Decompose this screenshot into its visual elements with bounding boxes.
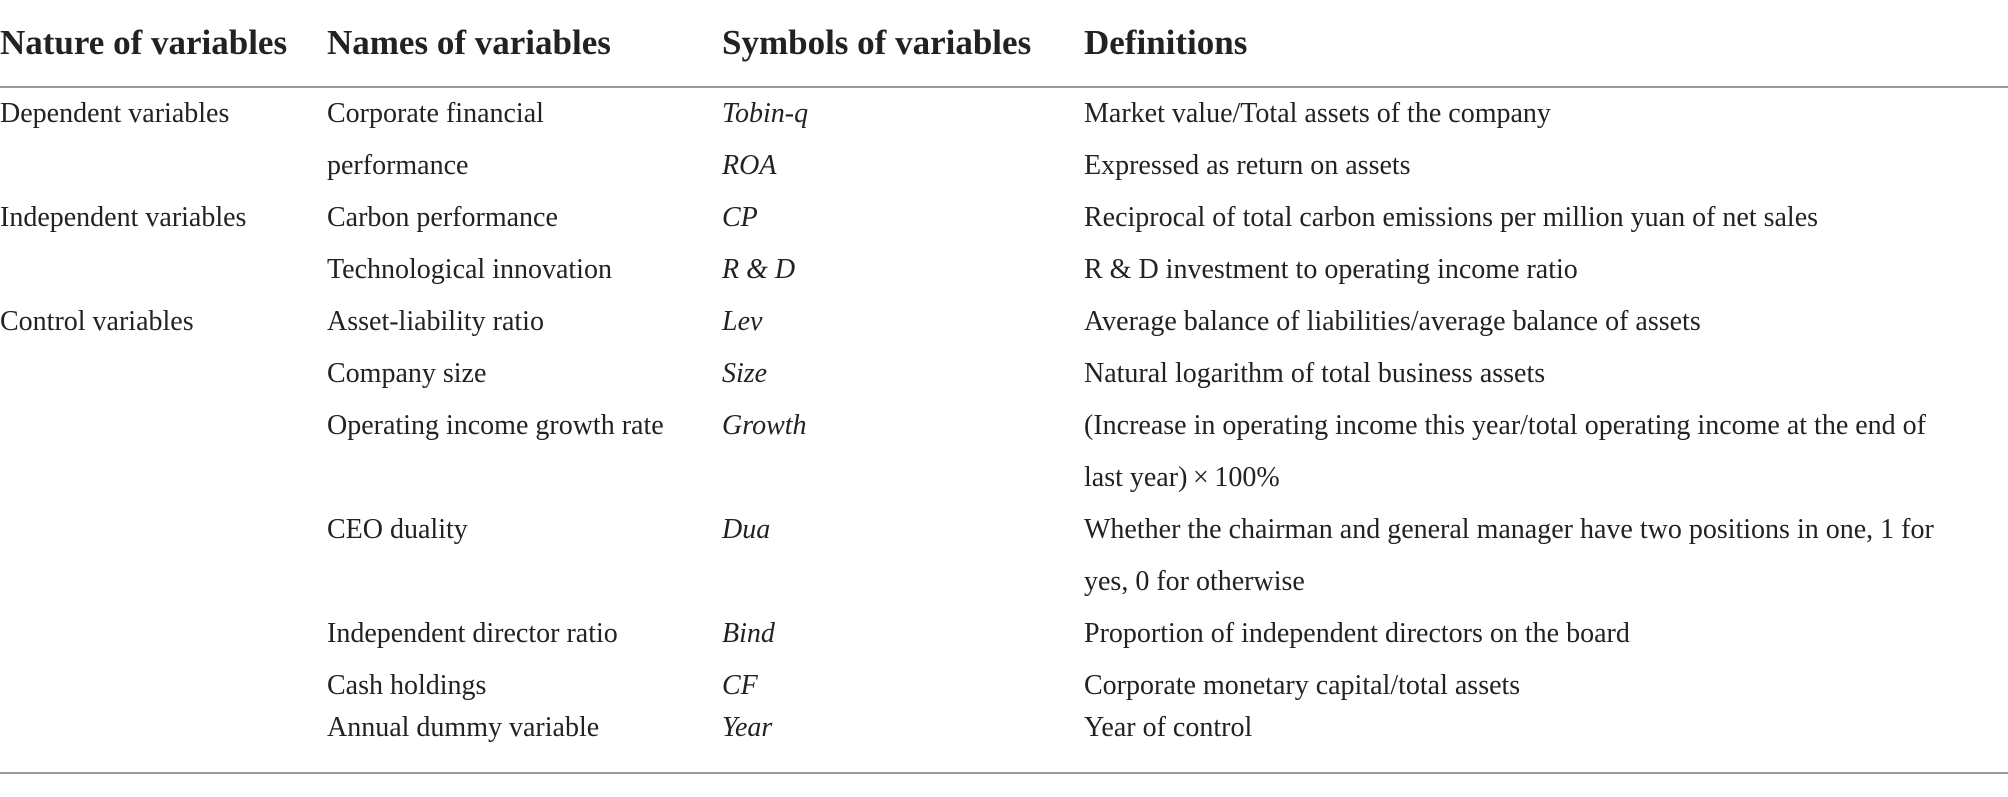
cell-symbol: Growth [722, 410, 807, 441]
header-nature: Nature of variables [0, 0, 327, 88]
table-row: CEO duality Dua Whether the chairman and… [0, 504, 2008, 556]
header-row: Nature of variables Names of variables S… [0, 0, 2008, 88]
table-row: Cash holdings CF Corporate monetary capi… [0, 660, 2008, 712]
header-definitions: Definitions [1084, 0, 2008, 88]
header-names: Names of variables [327, 0, 722, 88]
table-row: Operating income growth rate Growth (Inc… [0, 400, 2008, 452]
cell-nature [0, 452, 327, 504]
cell-name: CEO duality [327, 514, 468, 545]
cell-nature [0, 556, 327, 608]
table-row: Dependent variables Corporate financial … [0, 87, 2008, 140]
cell-name: Company size [327, 358, 487, 389]
cell-nature [0, 348, 327, 400]
table-row: Technological innovation R & D R & D inv… [0, 244, 2008, 296]
table-row: performance ROA Expressed as return on a… [0, 140, 2008, 192]
table-row: Independent variables Carbon performance… [0, 192, 2008, 244]
cell-name: Cash holdings [327, 670, 487, 701]
cell-definition: Market value/Total assets of the company [1084, 98, 1551, 129]
cell-nature [0, 504, 327, 556]
cell-symbol: Dua [722, 514, 771, 545]
table-row: last year) × 100% [0, 452, 2008, 504]
header-symbols: Symbols of variables [722, 0, 1084, 88]
table-row: yes, 0 for otherwise [0, 556, 2008, 608]
cell-nature [0, 712, 327, 774]
cell-symbol: Bind [722, 618, 775, 649]
cell-nature [0, 608, 327, 660]
cell-name: Technological innovation [327, 254, 612, 285]
cell-nature: Independent variables [0, 202, 247, 233]
cell-symbol: R & D [722, 254, 796, 285]
cell-nature: Control variables [0, 306, 194, 337]
cell-symbol: ROA [722, 150, 777, 181]
cell-nature [0, 400, 327, 452]
cell-definition: Reciprocal of total carbon emissions per… [1084, 202, 1819, 233]
cell-definition: Year of control [1084, 712, 2008, 774]
cell-definition: Average balance of liabilities/average b… [1084, 306, 1701, 337]
cell-definition: Expressed as return on assets [1084, 150, 1411, 181]
table-body: Dependent variables Corporate financial … [0, 87, 2008, 774]
cell-name: Carbon performance [327, 202, 558, 233]
cell-definition: Whether the chairman and general manager… [1084, 514, 1934, 545]
cell-symbol [722, 452, 1084, 504]
cell-symbol: Year [722, 712, 1084, 774]
cell-symbol: Lev [722, 306, 763, 337]
table-row: Company size Size Natural logarithm of t… [0, 348, 2008, 400]
cell-nature [0, 140, 327, 192]
cell-symbol: Size [722, 358, 768, 389]
cell-definition: Natural logarithm of total business asse… [1084, 358, 1546, 389]
table-row: Independent director ratio Bind Proporti… [0, 608, 2008, 660]
cell-nature [0, 244, 327, 296]
cell-nature: Dependent variables [0, 98, 230, 129]
cell-name [327, 556, 722, 608]
cell-symbol: Tobin-q [722, 98, 809, 129]
cell-name: Annual dummy variable [327, 712, 722, 774]
cell-definition: R & D investment to operating income rat… [1084, 254, 1578, 285]
variables-table: Nature of variables Names of variables S… [0, 0, 2008, 774]
cell-definition: Corporate monetary capital/total assets [1084, 670, 1521, 701]
cell-name [327, 452, 722, 504]
cell-name: Asset-liability ratio [327, 306, 544, 337]
table-row: Annual dummy variable Year Year of contr… [0, 712, 2008, 774]
table-header: Nature of variables Names of variables S… [0, 0, 2008, 88]
cell-name: Independent director ratio [327, 618, 618, 649]
cell-name: Operating income growth rate [327, 410, 664, 441]
cell-symbol: CF [722, 670, 758, 701]
cell-symbol [722, 556, 1084, 608]
cell-name: performance [327, 150, 469, 181]
cell-symbol: CP [722, 202, 758, 233]
cell-definition: last year) × 100% [1084, 462, 1280, 493]
cell-definition: yes, 0 for otherwise [1084, 566, 1305, 597]
cell-nature [0, 660, 327, 712]
cell-definition: Proportion of independent directors on t… [1084, 618, 1630, 649]
cell-name: Corporate financial [327, 98, 544, 129]
table-row: Control variables Asset-liability ratio … [0, 296, 2008, 348]
cell-definition: (Increase in operating income this year/… [1084, 410, 1927, 441]
